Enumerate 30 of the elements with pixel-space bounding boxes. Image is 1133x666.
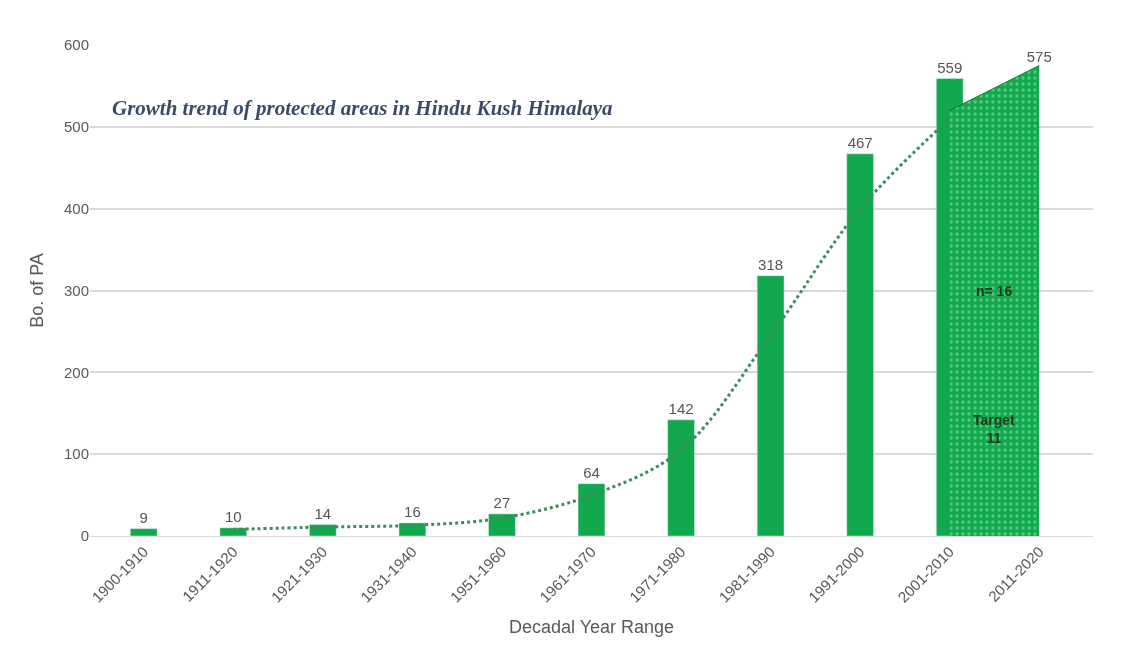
y-tick-label: 400: [63, 199, 89, 217]
data-label: 9: [139, 508, 148, 526]
data-label: 318: [758, 255, 784, 273]
y-tick-label: 300: [63, 281, 89, 299]
data-label: 16: [404, 502, 421, 520]
y-tick-label: 500: [63, 118, 89, 136]
data-label: 467: [847, 133, 873, 151]
x-axis-title: Decadal Year Range: [508, 616, 675, 637]
data-label: 142: [668, 399, 694, 417]
data-label: 10: [224, 507, 242, 525]
data-label: 14: [314, 504, 332, 522]
annotation: Target 11: [973, 412, 1016, 447]
bar: [846, 153, 874, 536]
y-axis-title: Bo. of PA: [27, 253, 48, 328]
y-tick-label: 200: [63, 363, 89, 381]
annotation: n= 16: [976, 283, 1013, 299]
data-label: 64: [583, 463, 600, 481]
y-tick-label: 0: [80, 527, 89, 545]
data-label: 575: [1026, 47, 1052, 65]
bar: [219, 527, 247, 536]
data-label: 559: [937, 58, 963, 76]
bar: [130, 528, 158, 536]
text: Growth trend of protected areas in Hindu Kush Himalaya: [112, 96, 613, 120]
data-label: 27: [493, 493, 511, 511]
bar: [577, 483, 606, 536]
bar: [756, 275, 785, 536]
bar: [667, 419, 695, 536]
y-tick-label: 600: [63, 36, 89, 54]
y-tick-label: 100: [63, 445, 89, 463]
bar: [488, 513, 516, 536]
